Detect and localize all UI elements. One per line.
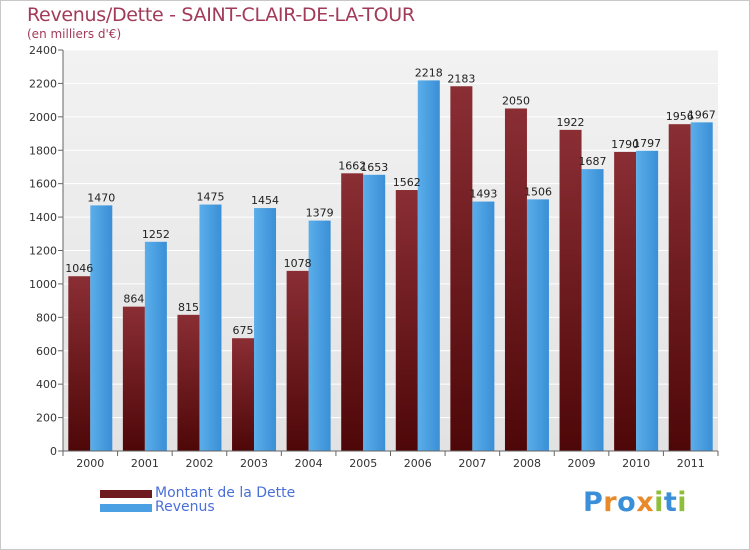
x-tick-label: 2004 [295, 457, 323, 470]
data-label-dette: 1078 [284, 257, 312, 270]
logo-letter: P [583, 487, 604, 518]
legend-label-revenus: Revenus [155, 499, 215, 515]
y-tick-label: 1200 [29, 245, 57, 258]
bar-revenus [363, 174, 386, 451]
data-label-dette: 1046 [65, 262, 93, 275]
legend-swatch-revenus [100, 504, 152, 512]
x-tick-label: 2011 [677, 457, 705, 470]
bar-dette [68, 276, 91, 451]
y-tick-label: 600 [36, 345, 57, 358]
bar-revenus [90, 205, 113, 451]
x-tick-label: 2009 [568, 457, 596, 470]
logo-letter: o [617, 487, 637, 518]
data-label-dette: 815 [178, 301, 199, 314]
bar-dette [668, 124, 691, 451]
data-label-revenus: 1687 [579, 155, 607, 168]
data-label-dette: 2183 [447, 72, 475, 85]
y-tick-label: 1800 [29, 144, 57, 157]
y-tick-label: 800 [36, 311, 57, 324]
bar-dette [177, 314, 200, 451]
bar-revenus [472, 201, 495, 451]
data-label-revenus: 1475 [196, 191, 224, 204]
data-label-dette: 1790 [611, 138, 639, 151]
logo-letter: t [663, 487, 678, 518]
data-label-revenus: 1379 [306, 207, 334, 220]
x-tick-label: 2006 [404, 457, 432, 470]
legend-swatch-dette [100, 490, 152, 498]
y-tick-label: 1000 [29, 278, 57, 291]
logo-letter: r [603, 487, 618, 518]
bar-dette [232, 338, 255, 451]
bar-dette [286, 270, 309, 451]
logo-letter: x [636, 487, 655, 518]
data-label-dette: 1562 [393, 176, 421, 189]
data-labels: 1046 1470 864 1252 815 1475 675 1454 1078 1379 166… [65, 66, 715, 337]
logo-letter: i [654, 487, 664, 518]
data-label-revenus: 1797 [633, 137, 661, 150]
bar-dette [341, 173, 364, 451]
data-label-revenus: 1506 [524, 185, 552, 198]
x-tick-label: 2008 [513, 457, 541, 470]
x-tick-label: 2003 [240, 457, 268, 470]
y-tick-label: 400 [36, 378, 57, 391]
bar-revenus [636, 150, 659, 451]
chart-title: Revenus/Dette - SAINT-CLAIR-DE-LA-TOUR [27, 4, 415, 26]
bar-revenus [690, 122, 713, 452]
bar-revenus [144, 241, 167, 451]
data-label-dette: 1922 [557, 116, 585, 129]
bars [68, 80, 713, 452]
axes: 0 200 400 600 800 1000 1200 1400 1600 1800 2000 220… [29, 44, 719, 470]
data-label-revenus: 1470 [87, 191, 115, 204]
bar-dette [559, 129, 582, 451]
bar-dette [122, 306, 145, 451]
data-label-dette: 1662 [338, 159, 366, 172]
bar-revenus [581, 169, 604, 451]
bar-dette [614, 151, 637, 451]
bar-revenus [199, 204, 222, 451]
y-tick-label: 200 [36, 412, 57, 425]
y-tick-label: 0 [50, 445, 57, 458]
x-tick-label: 2002 [185, 457, 213, 470]
bar-dette [395, 190, 418, 451]
bar-dette [450, 86, 473, 451]
y-tick-label: 1600 [29, 178, 57, 191]
y-tick-label: 1400 [29, 211, 57, 224]
data-label-dette: 1956 [666, 110, 694, 123]
bar-revenus [308, 220, 331, 451]
data-label-revenus: 1454 [251, 194, 279, 207]
bar-revenus [526, 199, 549, 451]
data-label-revenus: 2218 [415, 66, 443, 79]
bar-revenus [417, 80, 440, 451]
chart-subtitle: (en milliers d'€) [27, 27, 122, 41]
bar-dette [504, 108, 527, 452]
bar-revenus [254, 208, 277, 451]
x-tick-label: 2010 [622, 457, 650, 470]
x-tick-label: 2007 [458, 457, 486, 470]
logo-letter: i [677, 487, 688, 518]
legend-label-dette: Montant de la Dette [155, 485, 296, 501]
y-tick-label: 2400 [29, 44, 57, 57]
x-tick-label: 2000 [76, 457, 104, 470]
data-label-dette: 2050 [502, 94, 530, 107]
proxiti-logo: Proxiti [583, 487, 687, 518]
y-tick-label: 2200 [29, 77, 57, 90]
data-label-dette: 675 [233, 324, 254, 337]
data-label-revenus: 1967 [688, 108, 716, 121]
x-tick-label: 2005 [349, 457, 377, 470]
x-tick-label: 2001 [131, 457, 159, 470]
data-label-revenus: 1493 [469, 188, 497, 201]
data-label-revenus: 1653 [360, 161, 388, 174]
data-label-dette: 864 [123, 293, 144, 306]
data-label-revenus: 1252 [142, 228, 170, 241]
y-tick-label: 2000 [29, 111, 57, 124]
